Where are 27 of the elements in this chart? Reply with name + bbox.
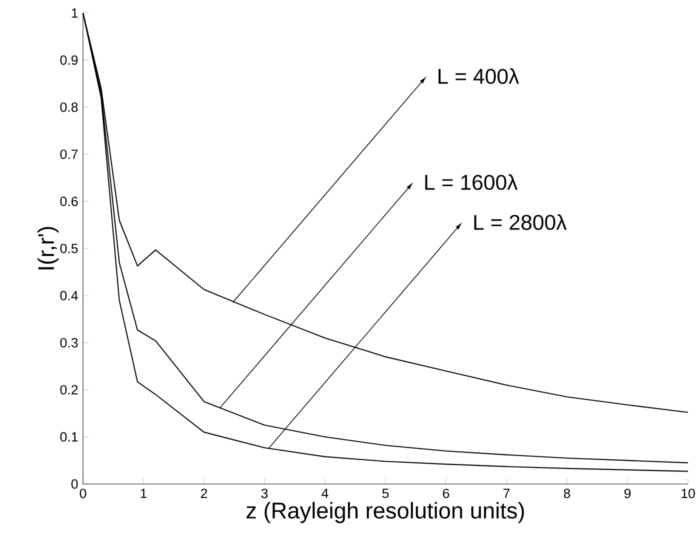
x-tick-label: 5 bbox=[382, 488, 389, 498]
y-tick-label: 0 bbox=[71, 479, 78, 489]
y-tick-label: 0.1 bbox=[60, 432, 78, 442]
y-tick-label: 0.9 bbox=[60, 55, 78, 65]
annotation: L = 400λ bbox=[438, 68, 520, 84]
y-axis-title: I(r,r') bbox=[37, 226, 59, 270]
annotation: L = 2800λ bbox=[474, 214, 567, 230]
x-tick-label: 2 bbox=[200, 488, 208, 498]
x-tick-label: 7 bbox=[503, 488, 510, 498]
x-axis-title: z (Rayleigh resolution units) bbox=[246, 502, 524, 524]
y-tick-label: 0.2 bbox=[60, 385, 78, 395]
x-tick-label: 3 bbox=[261, 488, 268, 498]
y-tick-label: 0.5 bbox=[60, 244, 78, 254]
y-tick-label: 0.4 bbox=[60, 290, 78, 300]
x-tick-label: 9 bbox=[624, 488, 631, 498]
y-tick-label: 0.8 bbox=[60, 102, 78, 112]
annotation: L = 1600λ bbox=[425, 174, 518, 190]
x-tick-label: 10 bbox=[682, 488, 695, 498]
y-tick-label: 0.6 bbox=[60, 196, 78, 206]
x-tick-label: 1 bbox=[140, 488, 147, 498]
x-tick-label: 8 bbox=[564, 488, 570, 498]
x-tick-label: 4 bbox=[322, 488, 328, 498]
x-tick-label: 0 bbox=[80, 488, 86, 498]
x-tick-label: 6 bbox=[442, 488, 450, 498]
y-tick-label: 0.3 bbox=[60, 338, 78, 348]
y-tick-label: 0.7 bbox=[60, 150, 78, 160]
y-tick-label: 1 bbox=[72, 8, 78, 18]
